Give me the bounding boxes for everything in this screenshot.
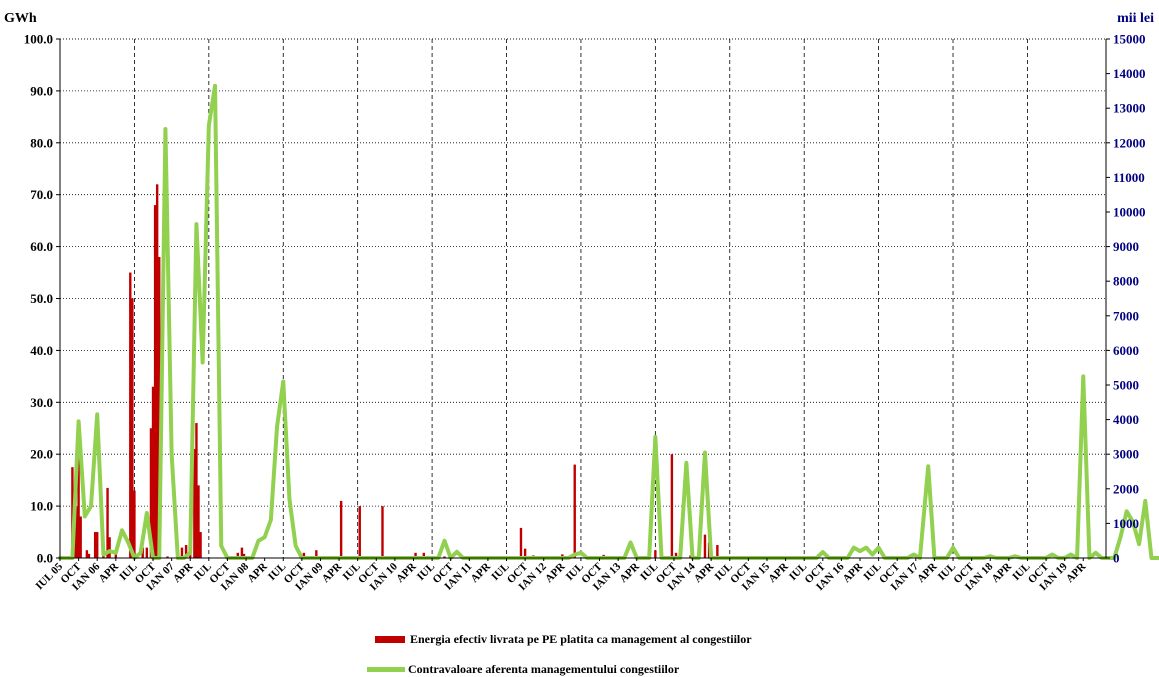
right-tick-label: 8000 [1113, 274, 1139, 289]
legend-bar-label: Energia efectiv livrata pe PE platita ca… [410, 632, 752, 646]
bar [523, 548, 527, 558]
bar [155, 184, 159, 558]
bar [133, 490, 136, 558]
left-tick-label: 100.0 [24, 32, 53, 47]
right-tick-label: 11000 [1113, 170, 1145, 185]
bar [339, 500, 343, 558]
bar [315, 550, 318, 558]
grid [59, 38, 1106, 559]
bar [703, 534, 707, 558]
bar [193, 449, 196, 558]
right-tick-label: 2000 [1113, 481, 1139, 496]
bar-series [71, 184, 719, 558]
bar [96, 532, 99, 558]
left-tick-label: 30.0 [30, 395, 53, 410]
left-tick-label: 40.0 [30, 343, 53, 358]
bar [716, 545, 719, 558]
bar [670, 454, 674, 558]
right-tick-label: 4000 [1113, 412, 1139, 427]
bar [106, 487, 109, 558]
left-axis-ticks: 0.0 10.0 20.0 30.0 40.0 50.0 60.0 70.0 80.0 90.0 1… [24, 32, 60, 566]
right-tick-label: 13000 [1113, 101, 1146, 116]
left-tick-label: 60.0 [30, 239, 53, 254]
legend-line-label: Contravaloare aferenta managementului co… [408, 662, 680, 676]
bar [145, 547, 149, 558]
left-tick-label: 20.0 [30, 447, 53, 462]
right-tick-label: 10000 [1113, 205, 1146, 220]
bar [358, 506, 361, 558]
bar [87, 553, 91, 558]
bar [414, 552, 417, 558]
bar [158, 256, 161, 558]
bar [199, 532, 202, 558]
bar [573, 464, 576, 558]
right-tick-label: 0 [1113, 551, 1120, 566]
bar [240, 547, 244, 558]
bar [75, 506, 78, 558]
left-tick-label: 0.0 [37, 551, 53, 566]
series-line [58, 83, 1159, 560]
left-tick-label: 10.0 [30, 499, 53, 514]
bar [93, 532, 97, 558]
bar [443, 556, 446, 558]
bar [151, 386, 155, 558]
right-axis-unit: mii lei [1117, 11, 1154, 26]
bar [131, 298, 134, 558]
left-axis-unit: GWh [4, 11, 37, 26]
bar [654, 550, 657, 558]
bar [197, 485, 200, 558]
bar [422, 552, 426, 558]
right-tick-label: 3000 [1113, 447, 1139, 462]
bar [674, 552, 678, 558]
bar [71, 467, 74, 558]
right-axis-ticks: 0 1000 2000 3000 4000 5000 6000 7000 8000 9000 100… [1106, 32, 1146, 566]
bar [166, 556, 169, 558]
bar [77, 454, 80, 558]
bar [108, 537, 111, 558]
left-tick-label: 50.0 [30, 291, 53, 306]
bar [149, 428, 153, 558]
bar [381, 506, 384, 558]
bar [195, 423, 198, 558]
right-tick-label: 1000 [1113, 516, 1139, 531]
bar [184, 545, 188, 558]
legend-line-swatch [367, 667, 405, 672]
bar [153, 205, 157, 558]
right-tick-label: 9000 [1113, 239, 1139, 254]
bar [180, 547, 184, 558]
x-tick-label: APR [1064, 560, 1089, 585]
bar [79, 516, 82, 558]
right-tick-label: 6000 [1113, 343, 1139, 358]
left-tick-label: 80.0 [30, 135, 53, 150]
bar [236, 552, 239, 558]
bar [242, 553, 246, 558]
legend-item-bars: Energia efectiv livrata pe PE platita ca… [375, 632, 752, 647]
right-tick-label: 12000 [1113, 135, 1146, 150]
right-tick-label: 15000 [1113, 32, 1146, 47]
bar [141, 547, 144, 558]
left-tick-label: 70.0 [30, 187, 53, 202]
legend-bar-swatch [375, 636, 405, 643]
bar [129, 272, 132, 558]
right-tick-label: 14000 [1113, 66, 1146, 81]
left-tick-label: 90.0 [30, 83, 53, 98]
bar [114, 552, 118, 558]
right-tick-label: 7000 [1113, 308, 1139, 323]
right-tick-label: 5000 [1113, 378, 1139, 393]
bar [519, 527, 523, 558]
legend-item-line: Contravaloare aferenta managementului co… [367, 662, 679, 677]
bar [302, 552, 306, 558]
line-series [58, 83, 1159, 560]
bar [85, 550, 89, 558]
